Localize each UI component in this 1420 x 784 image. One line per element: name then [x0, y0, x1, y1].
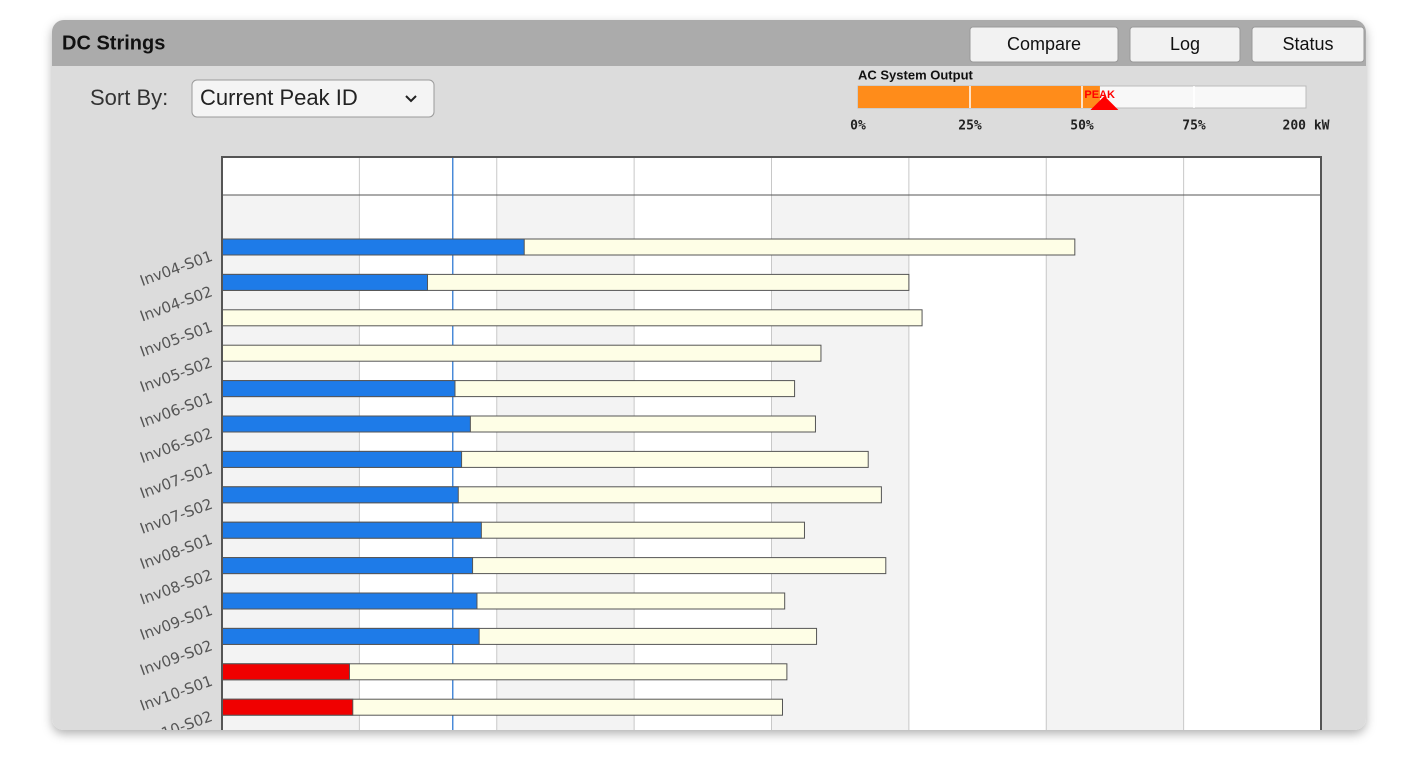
plot-border — [221, 156, 1322, 730]
gauge-tick-label: 25% — [958, 119, 982, 134]
current-bar — [222, 663, 350, 681]
sort-select[interactable] — [191, 79, 435, 118]
header-button[interactable] — [969, 26, 1119, 63]
sort-label: Sort By: — [90, 85, 168, 110]
current-bar — [222, 273, 429, 291]
gauge-tick-label: 75% — [1182, 119, 1206, 134]
current-bar — [222, 627, 480, 645]
peak-bar — [222, 663, 788, 681]
header-button-label[interactable]: Status — [1282, 34, 1333, 54]
plot — [222, 157, 1322, 730]
peak-bar — [222, 309, 923, 327]
current-bar — [222, 592, 478, 610]
current-bar — [222, 238, 525, 256]
header-button-label[interactable]: Log — [1170, 34, 1200, 54]
gauge-label: AC System Output — [858, 67, 974, 82]
gauge-tick-label: 200 kW — [1283, 119, 1330, 134]
current-bar — [222, 698, 354, 716]
peak-bar — [222, 698, 783, 716]
current-bar — [222, 557, 474, 575]
current-bar — [222, 486, 459, 504]
current-bar — [222, 380, 456, 398]
gauge-fill — [858, 86, 1100, 108]
current-bar — [222, 415, 471, 433]
panel-title: DC Strings — [62, 32, 165, 54]
current-bar — [222, 450, 463, 468]
gauge-peak-label: PEAK — [1084, 89, 1115, 101]
column-band — [1046, 195, 1184, 730]
gauge-peak-marker — [1090, 96, 1119, 110]
gauge-tick-label: 50% — [1070, 119, 1094, 134]
select-chevron[interactable] — [405, 95, 417, 103]
current-bar — [222, 521, 482, 539]
header-button[interactable] — [1129, 26, 1241, 63]
peak-bar — [222, 344, 822, 362]
header-button[interactable] — [1251, 26, 1365, 63]
sort-value[interactable]: Current Peak ID — [200, 85, 358, 110]
gauge-tick-label: 0% — [850, 119, 866, 134]
header-button-label[interactable]: Compare — [1007, 34, 1081, 54]
